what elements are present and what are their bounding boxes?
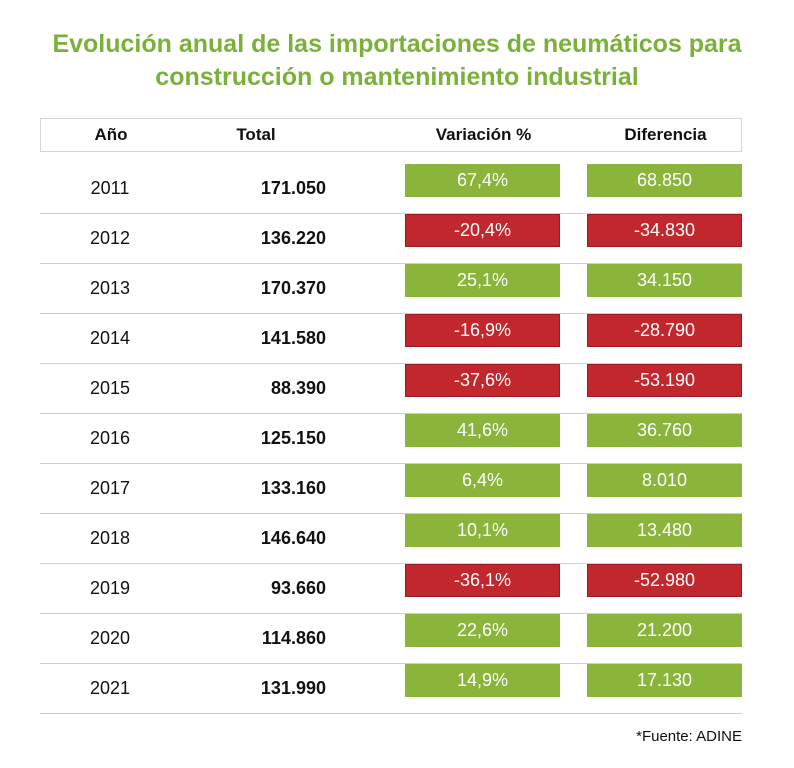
year-cell: 2014	[89, 327, 131, 348]
table-header: Año Total Variación % Diferencia	[40, 118, 742, 152]
difference-cell: 13.480	[587, 514, 742, 547]
table-row: 2011 171.050 67,4% 68.850	[40, 164, 742, 214]
year-cell: 2019	[89, 577, 131, 598]
difference-cell: 36.760	[587, 414, 742, 447]
difference-cell: -34.830	[587, 214, 742, 247]
difference-cell: 34.150	[587, 264, 742, 297]
total-cell: 171.050	[260, 177, 326, 198]
table-body: 2011 171.050 67,4% 68.850 2012 136.220 -20,4% -…	[40, 164, 742, 714]
total-cell: 136.220	[260, 227, 326, 248]
total-cell: 131.990	[260, 677, 326, 698]
source-note: *Fuente: ADINE	[636, 728, 742, 745]
variation-cell: 41,6%	[405, 414, 560, 447]
year-cell: 2021	[89, 677, 131, 698]
table-row: 2013 170.370 25,1% 34.150	[40, 264, 742, 314]
total-cell: 125.150	[260, 427, 326, 448]
difference-cell: -52.980	[587, 564, 742, 597]
table-row: 2021 131.990 14,9% 17.130	[40, 664, 742, 714]
year-cell: 2020	[89, 627, 131, 648]
total-cell: 114.860	[261, 627, 326, 648]
year-cell: 2012	[89, 227, 131, 248]
variation-cell: 10,1%	[405, 514, 560, 547]
year-cell: 2016	[89, 427, 131, 448]
table-row: 2015 88.390 -37,6% -53.190	[40, 364, 742, 414]
difference-cell: 17.130	[587, 664, 742, 697]
variation-cell: 14,9%	[405, 664, 560, 697]
chart-title-line-1: Evolución anual de las importaciones de …	[52, 30, 742, 58]
total-cell: 93.660	[270, 577, 326, 598]
difference-cell: -28.790	[587, 314, 742, 347]
variation-cell: -16,9%	[405, 314, 560, 347]
chart-title-line-2: construcción o mantenimiento industrial	[155, 63, 639, 91]
table-row: 2014 141.580 -16,9% -28.790	[40, 314, 742, 364]
year-cell: 2011	[90, 177, 130, 198]
header-variation: Variación %	[435, 125, 532, 144]
header-year: Año	[94, 125, 128, 144]
table-row: 2020 114.860 22,6% 21.200	[40, 614, 742, 664]
header-total: Total	[236, 125, 276, 144]
variation-cell: 6,4%	[405, 464, 560, 497]
difference-cell: 8.010	[587, 464, 742, 497]
variation-cell: -37,6%	[405, 364, 560, 397]
difference-cell: 21.200	[587, 614, 742, 647]
variation-cell: -20,4%	[405, 214, 560, 247]
year-cell: 2017	[89, 477, 131, 498]
year-cell: 2015	[89, 377, 131, 398]
table-row: 2016 125.150 41,6% 36.760	[40, 414, 742, 464]
difference-cell: -53.190	[587, 364, 742, 397]
total-cell: 133.160	[260, 477, 326, 498]
table-row: 2012 136.220 -20,4% -34.830	[40, 214, 742, 264]
header-difference: Diferencia	[624, 125, 707, 144]
variation-cell: 67,4%	[405, 164, 560, 197]
total-cell: 146.640	[260, 527, 326, 548]
table-row: 2018 146.640 10,1% 13.480	[40, 514, 742, 564]
table-row: 2019 93.660 -36,1% -52.980	[40, 564, 742, 614]
total-cell: 170.370	[260, 277, 326, 298]
year-cell: 2013	[89, 277, 131, 298]
variation-cell: 25,1%	[405, 264, 560, 297]
chart-title: Evolución anual de las importaciones de …	[0, 28, 794, 94]
table-row: 2017 133.160 6,4% 8.010	[40, 464, 742, 514]
total-cell: 141.580	[260, 327, 326, 348]
variation-cell: 22,6%	[405, 614, 560, 647]
difference-cell: 68.850	[587, 164, 742, 197]
year-cell: 2018	[89, 527, 131, 548]
total-cell: 88.390	[270, 377, 326, 398]
data-table: Año Total Variación % Diferencia 2011 171…	[40, 118, 742, 714]
variation-cell: -36,1%	[405, 564, 560, 597]
